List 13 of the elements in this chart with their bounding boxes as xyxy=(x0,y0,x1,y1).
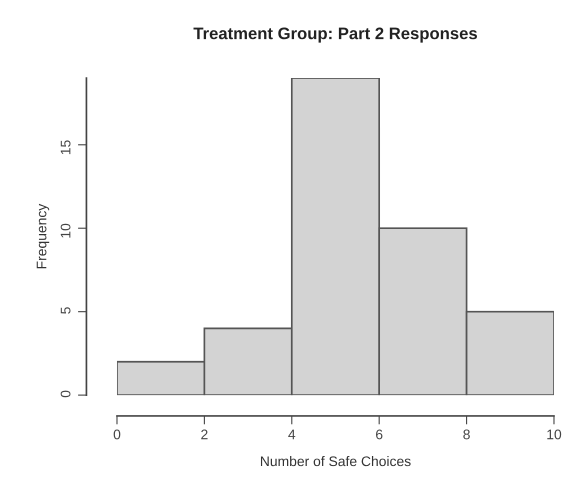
y-tick-label: 5 xyxy=(60,307,70,314)
x-tick-label: 2 xyxy=(201,430,208,440)
y-tick-label: 15 xyxy=(60,140,70,154)
chart-title: Treatment Group: Part 2 Responses xyxy=(194,28,477,43)
y-tick-label: 0 xyxy=(60,390,70,398)
x-tick-label: 8 xyxy=(463,430,470,440)
x-tick-label: 10 xyxy=(547,430,562,440)
y-axis-title: Frequency xyxy=(36,204,50,268)
x-tick-label: 6 xyxy=(376,430,382,440)
x-tick-label: 0 xyxy=(114,430,120,440)
y-tick-label: 10 xyxy=(60,224,70,238)
x-tick-label: 4 xyxy=(288,430,296,440)
x-axis-title: Number of Safe Choices xyxy=(260,456,411,466)
